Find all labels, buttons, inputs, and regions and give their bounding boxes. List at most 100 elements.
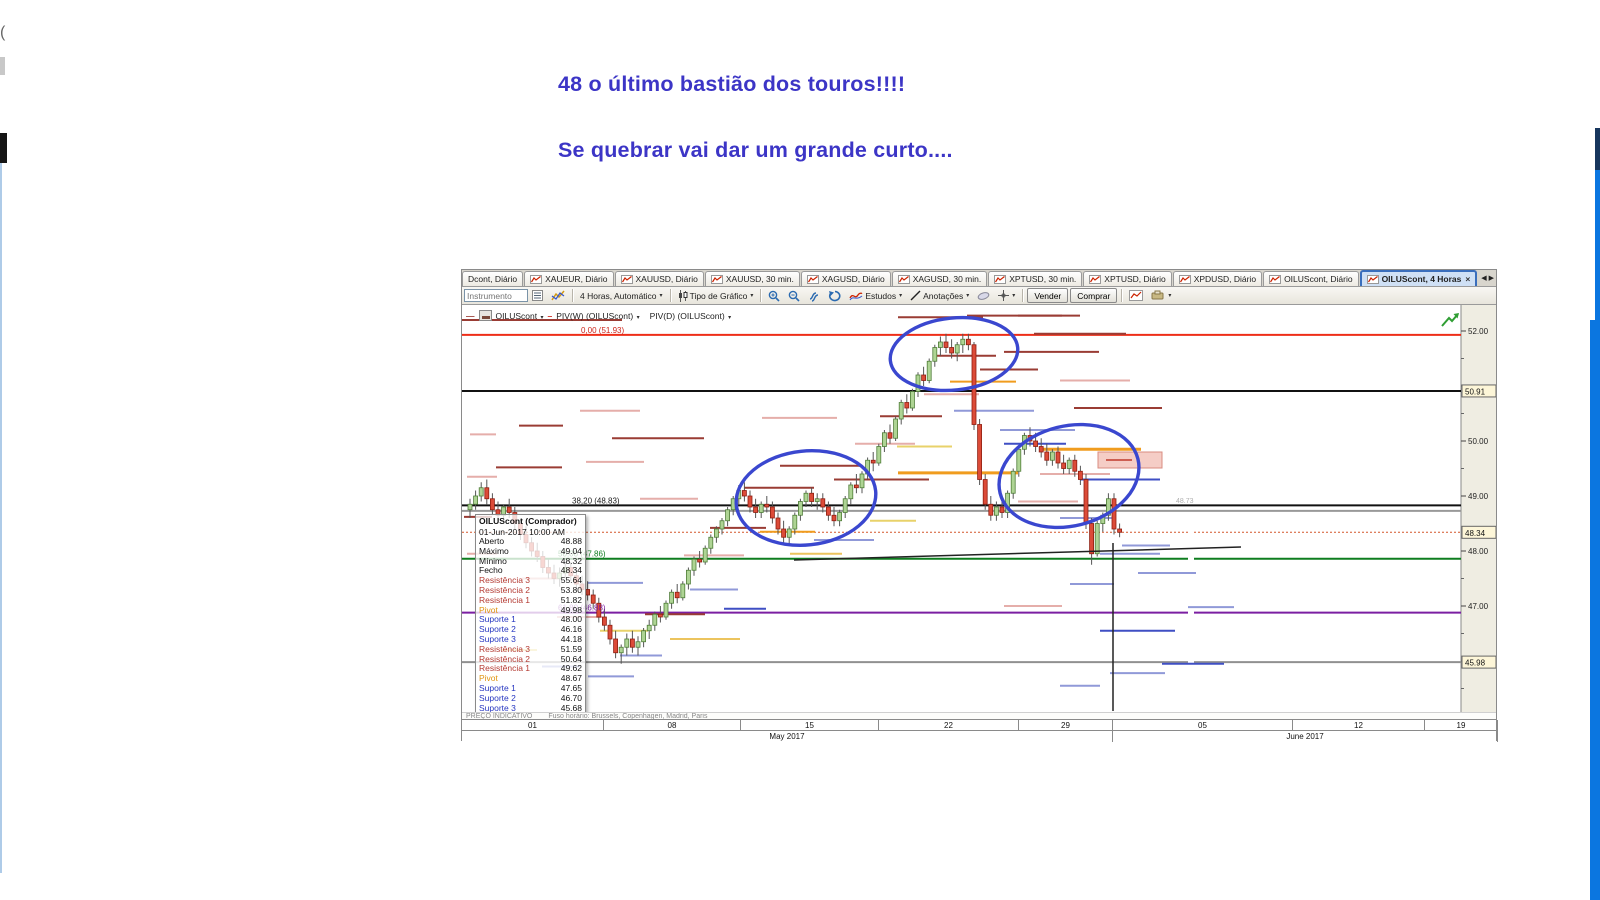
candle <box>478 487 484 497</box>
candle <box>831 514 837 522</box>
tooltip-row: Resistência 2 53.80 <box>479 584 582 595</box>
candle <box>652 613 658 626</box>
symbol-overview-button[interactable] <box>547 288 569 303</box>
zoom-out-button[interactable] <box>784 288 804 303</box>
price-tag-box <box>1461 655 1496 669</box>
tab-close-icon[interactable]: × <box>1465 274 1471 284</box>
ohlc-tooltip: OILUScont (Comprador) 01-Jun-2017 10:00 … <box>475 514 586 712</box>
tab-scroll-right-icon[interactable]: ▶ <box>1488 275 1494 282</box>
time-axis-days[interactable]: 01 08 15 22 29 05 12 19 <box>462 719 1498 731</box>
tab-xptusd-di-rio[interactable]: XPTUSD, Diário <box>1083 271 1172 286</box>
candle <box>618 646 624 654</box>
candle <box>870 459 876 464</box>
instrument-search-input[interactable] <box>464 289 528 302</box>
candle <box>999 506 1005 513</box>
instrument-list-button[interactable] <box>528 288 547 303</box>
ellipse-annotation[interactable] <box>887 312 1022 397</box>
tab-xauusd-di-rio[interactable]: XAUUSD, Diário <box>614 271 704 286</box>
chevron-down-icon: ▾ <box>659 293 663 299</box>
undo-button[interactable] <box>824 288 845 303</box>
studies-dropdown[interactable]: Estudos ▾ <box>845 288 906 303</box>
candle <box>697 558 703 563</box>
candle <box>881 432 887 447</box>
candle <box>590 594 596 604</box>
left-edge-chip-black <box>0 133 7 163</box>
trend-up-icon[interactable] <box>1441 313 1459 327</box>
ellipse-annotation[interactable] <box>988 410 1150 541</box>
tooltip-row: Máximo 49.04 <box>479 545 582 556</box>
chevron-down-icon: ▾ <box>540 314 544 321</box>
month-label: May 2017 <box>462 731 1113 742</box>
tab-xauusd-30-min-[interactable]: XAUUSD, 30 min. <box>704 271 800 286</box>
sell-button[interactable]: Vender <box>1027 288 1069 303</box>
mini-chart-icon <box>1129 290 1144 301</box>
tab-xptusd-30-min-[interactable]: XPTUSD, 30 min. <box>988 271 1083 286</box>
legend-pivw-dropdown[interactable]: PIV(W) (OILUScont) ▾ <box>556 310 640 321</box>
price-tag-label: 45.98 <box>1465 659 1486 668</box>
chart-type-dropdown[interactable]: Tipo de Gráfico ▾ <box>674 288 758 303</box>
candle <box>904 402 910 409</box>
price-axis-label: 47.00 <box>1468 602 1489 611</box>
candle <box>758 503 764 513</box>
tab-scroll-left-icon[interactable]: ◀ <box>1481 275 1487 282</box>
ellipse-annotation[interactable] <box>731 444 880 552</box>
tab-label: XAUUSD, 30 min. <box>725 274 794 284</box>
export-dropdown[interactable]: ▾ <box>1147 288 1175 303</box>
tooltip-row: Pivot 48.67 <box>479 673 582 684</box>
month-label: June 2017 <box>1113 731 1498 742</box>
chart-tab-icon <box>710 274 723 284</box>
new-chart-button[interactable] <box>1125 288 1147 303</box>
candle <box>702 547 708 563</box>
chart-tab-icon <box>530 274 543 284</box>
annotations-dropdown[interactable]: Anotações ▾ <box>906 288 973 303</box>
candle <box>921 374 927 381</box>
candle <box>1050 451 1055 461</box>
tooltip-row: Resistência 2 50.64 <box>479 653 582 664</box>
tab-dcont-di-rio[interactable]: Dcont, Diário <box>462 271 524 286</box>
pan-icon <box>810 291 819 302</box>
tab-xagusd-di-rio[interactable]: XAGUSD, Diário <box>800 271 891 286</box>
tab-oiluscont-4-horas[interactable]: OILUScont, 4 Horas × <box>1359 270 1478 286</box>
tooltip-row: Resistência 3 51.59 <box>479 643 582 654</box>
tooltip-row: Suporte 2 46.70 <box>479 692 582 703</box>
period-dropdown[interactable]: 4 Horas, Automático ▾ <box>580 290 663 301</box>
platform-window: Dcont, Diário XAUEUR, Diário XAUUSD, Diári… <box>461 269 1498 742</box>
pan-button[interactable] <box>804 288 824 303</box>
right-edge-navy <box>1595 128 1600 170</box>
candle <box>641 630 647 643</box>
tab-xagusd-30-min-[interactable]: XAGUSD, 30 min. <box>891 271 988 286</box>
export-icon <box>1151 290 1164 300</box>
candle <box>971 344 977 425</box>
crosshair-dropdown[interactable]: ▾ <box>994 288 1019 303</box>
candle <box>657 613 663 618</box>
legend-pivd-dropdown[interactable]: PIV(D) (OILUScont) ▾ <box>649 310 732 321</box>
candle <box>982 479 988 505</box>
legend-instrument-dropdown[interactable]: OILUScont ▾ <box>495 310 544 321</box>
headline-line2: Se quebrar vai dar um grande curto.... <box>558 138 953 162</box>
trendline-annotation[interactable] <box>793 546 1242 561</box>
candle <box>764 503 770 508</box>
candle <box>859 473 865 489</box>
time-axis-months[interactable]: May 2017 June 2017 <box>462 730 1498 742</box>
chart-tab-icon <box>1178 274 1191 284</box>
price-axis-label: 49.00 <box>1468 492 1489 501</box>
buy-button[interactable]: Comprar <box>1070 288 1118 303</box>
right-edge-blue-wide <box>1590 320 1600 900</box>
candle <box>977 424 982 480</box>
zoom-in-button[interactable] <box>764 288 784 303</box>
tab-xaueur-di-rio[interactable]: XAUEUR, Diário <box>524 271 614 286</box>
day-label: 05 <box>1113 720 1293 731</box>
candle <box>965 338 971 346</box>
day-label: 22 <box>879 720 1019 731</box>
price-axis[interactable] <box>1461 305 1496 712</box>
tab-xpdusd-di-rio[interactable]: XPDUSD, Diário <box>1172 271 1263 286</box>
candle <box>635 641 641 648</box>
tooltip-title: OILUScont (Comprador) <box>479 516 577 526</box>
eraser-button[interactable] <box>973 288 994 303</box>
candle <box>719 520 725 530</box>
tab-oiluscont-di-rio[interactable]: OILUScont, Diário <box>1263 271 1359 286</box>
fib-level-label: 0,00 (51.93) <box>581 326 624 335</box>
chart-canvas[interactable]: 0,00 (51.93)38,20 (48.83)50,00 (47.86)61… <box>462 305 1496 712</box>
chart-tab-icon <box>1366 274 1379 284</box>
candle <box>937 341 943 348</box>
